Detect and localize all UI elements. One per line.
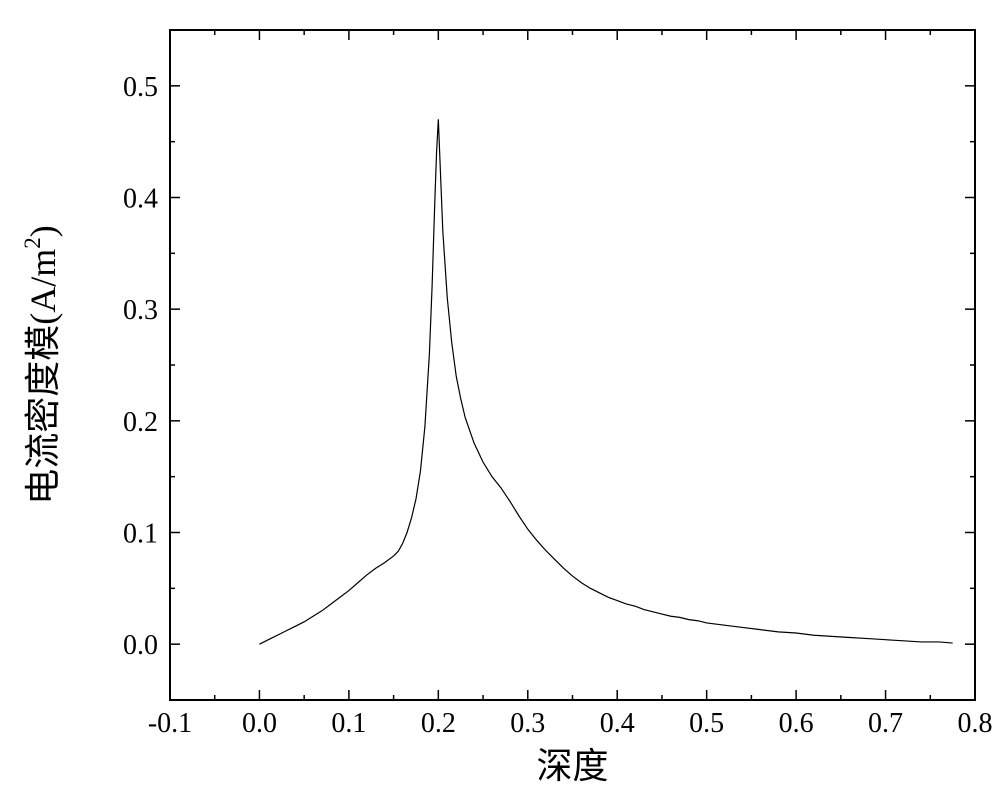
x-axis-title: 深度 (536, 746, 608, 786)
x-tick-label: 0.7 (868, 708, 903, 739)
y-tick-label: 0.0 (123, 630, 158, 661)
y-axis-title: 电流密度模(A/m2) (20, 225, 63, 505)
y-tick-label: 0.1 (123, 519, 158, 550)
x-tick-label: 0.3 (510, 708, 545, 739)
plot-border (170, 30, 975, 700)
x-tick-label: 0.6 (779, 708, 814, 739)
y-tick-label: 0.3 (123, 295, 158, 326)
x-tick-label: 0.8 (958, 708, 993, 739)
chart-container: -0.1 0.0 0.1 0.2 0.3 0.4 0.5 0.6 0.7 0.8 0.0 0.1 0.2… (0, 0, 1000, 795)
x-tick-label: -0.1 (148, 708, 192, 739)
x-tick-label: 0.5 (689, 708, 724, 739)
x-tick-label: 0.1 (331, 708, 366, 739)
y-tick-label: 0.4 (123, 184, 158, 215)
x-tick-label: 0.0 (242, 708, 277, 739)
y-tick-label: 0.5 (123, 72, 158, 103)
x-tick-label: 0.2 (421, 708, 456, 739)
chart-svg: -0.1 0.0 0.1 0.2 0.3 0.4 0.5 0.6 0.7 0.8 0.0 0.1 0.2… (0, 0, 1000, 795)
data-series (259, 119, 952, 644)
x-tick-label: 0.4 (600, 708, 635, 739)
y-tick-label: 0.2 (123, 407, 158, 438)
